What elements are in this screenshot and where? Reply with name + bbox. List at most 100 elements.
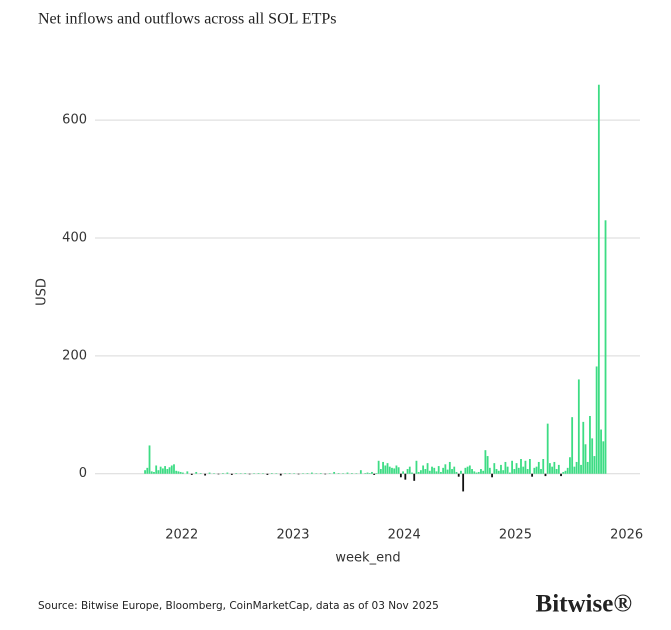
bar: [257, 473, 260, 474]
bar: [491, 473, 493, 478]
bar: [462, 473, 465, 492]
bar: [382, 461, 384, 474]
bar: [595, 366, 598, 474]
bar: [457, 473, 460, 477]
x-tick-label: 2026: [610, 528, 643, 543]
bar: [346, 472, 349, 474]
bar: [564, 470, 567, 474]
bar: [493, 463, 496, 474]
bar: [440, 471, 442, 474]
bar: [284, 473, 287, 474]
bar: [448, 461, 451, 474]
bar: [164, 466, 166, 474]
bar: [573, 466, 576, 474]
bar: [230, 473, 233, 475]
bar: [146, 467, 149, 474]
bar: [562, 471, 565, 474]
bar: [324, 473, 327, 475]
bar: [402, 471, 405, 474]
bar: [497, 470, 500, 474]
bar: [451, 469, 453, 474]
bar: [520, 459, 522, 474]
bar: [186, 471, 189, 474]
bar: [551, 466, 554, 474]
bar: [488, 467, 491, 474]
bar: [384, 465, 387, 474]
bar: [375, 473, 378, 474]
bar: [148, 445, 151, 474]
bar: [364, 473, 367, 474]
bar: [170, 465, 173, 474]
x-tick-label: 2025: [499, 528, 532, 543]
bar: [310, 472, 313, 474]
source-note: Source: Bitwise Europe, Bloomberg, CoinM…: [38, 600, 439, 612]
bar: [593, 456, 596, 474]
x-tick-label: 2024: [388, 528, 421, 543]
bar: [379, 469, 382, 474]
bar: [244, 473, 247, 474]
bar: [399, 473, 402, 478]
bar: [266, 473, 269, 475]
bar: [328, 473, 331, 474]
bar: [422, 465, 425, 474]
bar: [426, 463, 429, 474]
bar: [302, 473, 304, 474]
bar: [533, 467, 536, 474]
bar: [517, 467, 520, 474]
bar: [408, 466, 411, 474]
bar: [377, 460, 380, 474]
bar: [173, 464, 175, 474]
bar: [482, 470, 485, 474]
bar: [297, 473, 300, 475]
bar: [226, 472, 229, 474]
bar: [531, 473, 534, 477]
chart-title: Net inflows and outflows across all SOL …: [38, 11, 336, 28]
bar: [604, 220, 607, 474]
bar: [524, 460, 527, 474]
bar: [484, 450, 487, 474]
bar: [555, 469, 558, 474]
bar: [175, 470, 178, 474]
bar: [395, 465, 398, 474]
bar: [337, 473, 340, 474]
bar: [161, 468, 164, 474]
bar: [386, 463, 389, 474]
bar: [315, 473, 318, 474]
bar: [366, 472, 369, 474]
bar: [181, 472, 184, 474]
bar: [526, 469, 529, 474]
bar: [582, 421, 585, 474]
bar: [397, 467, 400, 474]
bar: [190, 473, 193, 475]
bar: [566, 467, 569, 474]
bar: [546, 423, 549, 474]
bar: [506, 466, 509, 474]
bar: [168, 467, 171, 474]
bar: [155, 465, 158, 474]
y-tick-label: 200: [62, 348, 87, 363]
x-tick-label: 2023: [276, 528, 309, 543]
bar: [453, 466, 456, 474]
bar: [480, 469, 482, 474]
bar: [433, 467, 436, 474]
bar: [208, 472, 211, 474]
bar: [537, 461, 540, 474]
bar: [351, 473, 353, 474]
bar: [417, 471, 420, 474]
bar: [253, 473, 255, 474]
bar: [580, 464, 582, 474]
bar: [333, 471, 336, 474]
bar: [437, 466, 440, 474]
bar: [388, 466, 391, 474]
bar: [413, 473, 416, 481]
bar: [144, 470, 146, 474]
bar: [179, 471, 182, 474]
bar: [515, 463, 518, 474]
bar: [475, 472, 478, 474]
bar: [571, 417, 574, 474]
bar: [575, 461, 578, 474]
y-tick-label: 0: [79, 466, 87, 481]
bar: [477, 471, 480, 474]
bar: [504, 461, 507, 474]
bar: [150, 471, 153, 474]
